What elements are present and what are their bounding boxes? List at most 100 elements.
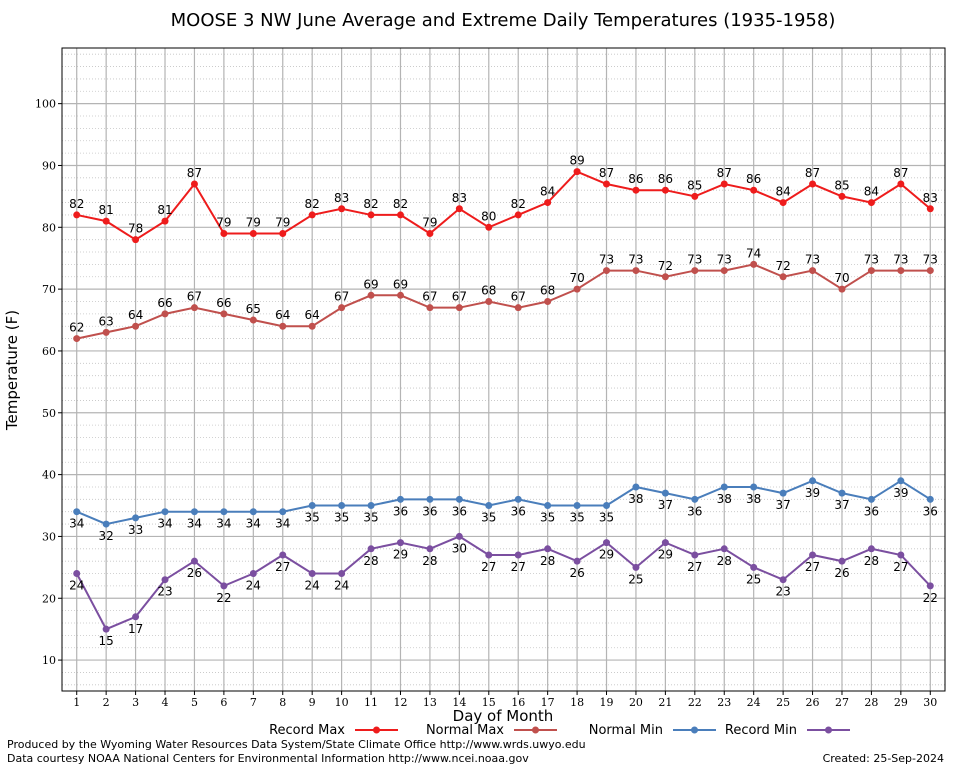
record-min-data-label: 15 bbox=[99, 634, 114, 648]
x-tick-label: 5 bbox=[191, 696, 198, 709]
normal-min-point bbox=[720, 483, 728, 491]
normal-max-data-label: 63 bbox=[99, 314, 114, 328]
normal-min-point bbox=[867, 495, 875, 503]
record-min-point bbox=[426, 545, 434, 553]
x-tick-label: 27 bbox=[835, 696, 849, 709]
record-max-data-label: 82 bbox=[69, 197, 84, 211]
normal-max-point bbox=[367, 291, 375, 299]
record-max-point bbox=[190, 180, 198, 188]
series-record-max: 82 81 78 81 87 79 79 79 82 83 82 82 79 83 80 82 84 89 87 86… bbox=[69, 154, 938, 244]
normal-min-data-label: 36 bbox=[422, 504, 437, 518]
normal-min-point bbox=[573, 502, 581, 510]
record-max-point bbox=[720, 180, 728, 188]
normal-max-point bbox=[161, 310, 169, 318]
record-max-data-label: 83 bbox=[334, 191, 349, 205]
record-max-point bbox=[338, 205, 346, 213]
normal-min-point bbox=[338, 502, 346, 510]
record-min-data-label: 23 bbox=[157, 585, 172, 599]
normal-min-data-label: 37 bbox=[834, 498, 849, 512]
footer-credit-2: Data courtesy NOAA National Centers for … bbox=[7, 752, 529, 765]
normal-min-point bbox=[132, 514, 140, 522]
normal-min-point bbox=[485, 502, 493, 510]
normal-min-data-label: 34 bbox=[216, 517, 231, 531]
normal-min-data-label: 38 bbox=[628, 492, 643, 506]
normal-min-point bbox=[190, 508, 198, 516]
normal-min-point bbox=[661, 489, 669, 497]
record-max-data-label: 78 bbox=[128, 222, 143, 236]
x-tick-label: 23 bbox=[717, 696, 731, 709]
normal-max-point bbox=[426, 304, 434, 312]
grid bbox=[62, 48, 945, 691]
record-min-data-label: 29 bbox=[393, 548, 408, 562]
normal-max-data-label: 74 bbox=[746, 246, 761, 260]
record-max-point bbox=[750, 186, 758, 194]
footer-created: Created: 25-Sep-2024 bbox=[823, 752, 944, 765]
record-max-point bbox=[603, 180, 611, 188]
x-tick-label: 19 bbox=[600, 696, 614, 709]
record-max-data-label: 82 bbox=[511, 197, 526, 211]
record-min-point bbox=[73, 570, 81, 578]
normal-min-data-label: 35 bbox=[569, 511, 584, 525]
normal-min-data-label: 39 bbox=[805, 486, 820, 500]
legend-label: Record Min bbox=[725, 723, 797, 738]
legend-label: Normal Min bbox=[589, 723, 663, 738]
normal-max-point bbox=[544, 297, 552, 305]
record-max-data-label: 85 bbox=[834, 178, 849, 192]
y-tick-label: 90 bbox=[42, 159, 56, 172]
normal-min-data-label: 34 bbox=[246, 517, 261, 531]
x-tick-label: 13 bbox=[423, 696, 437, 709]
normal-max-data-label: 70 bbox=[834, 271, 849, 285]
normal-max-point bbox=[132, 322, 140, 330]
normal-min-point bbox=[691, 495, 699, 503]
record-min-data-label: 23 bbox=[775, 585, 790, 599]
normal-max-point bbox=[603, 267, 611, 275]
normal-max-data-label: 73 bbox=[923, 253, 938, 267]
y-tick-label: 40 bbox=[42, 469, 56, 482]
record-max-data-label: 86 bbox=[628, 172, 643, 186]
normal-max-data-label: 72 bbox=[775, 259, 790, 273]
record-max-point bbox=[661, 186, 669, 194]
normal-min-data-label: 35 bbox=[481, 511, 496, 525]
normal-min-point bbox=[514, 495, 522, 503]
legend-marker bbox=[691, 726, 698, 734]
x-tick-label: 18 bbox=[570, 696, 584, 709]
series-normal-min: 34 32 33 34 34 34 34 34 35 35 35 36 36 36 35 36 35 35 35 38… bbox=[69, 477, 938, 543]
normal-min-data-label: 36 bbox=[687, 504, 702, 518]
record-min-data-label: 27 bbox=[481, 560, 496, 574]
record-max-data-label: 84 bbox=[864, 185, 879, 199]
normal-min-data-label: 35 bbox=[334, 511, 349, 525]
x-tick-label: 7 bbox=[250, 696, 257, 709]
record-max-data-label: 81 bbox=[99, 203, 114, 217]
record-min-point bbox=[455, 532, 463, 540]
record-min-point bbox=[220, 582, 228, 590]
record-min-point bbox=[161, 576, 169, 584]
normal-max-data-label: 69 bbox=[363, 277, 378, 291]
normal-min-data-label: 38 bbox=[746, 492, 761, 506]
normal-min-data-label: 35 bbox=[363, 511, 378, 525]
chart-title: MOOSE 3 NW June Average and Extreme Dail… bbox=[171, 10, 836, 31]
x-tick-label: 8 bbox=[279, 696, 286, 709]
record-min-point bbox=[661, 539, 669, 547]
record-min-point bbox=[926, 582, 934, 590]
normal-max-point bbox=[514, 304, 522, 312]
record-min-data-label: 22 bbox=[216, 591, 231, 605]
record-min-data-label: 28 bbox=[540, 554, 555, 568]
normal-max-data-label: 68 bbox=[481, 283, 496, 297]
normal-min-point bbox=[279, 508, 287, 516]
record-min-data-label: 27 bbox=[893, 560, 908, 574]
y-tick-label: 10 bbox=[42, 654, 56, 667]
normal-max-data-label: 72 bbox=[658, 259, 673, 273]
record-max-data-label: 89 bbox=[569, 154, 584, 168]
record-max-data-label: 85 bbox=[687, 178, 702, 192]
normal-max-point bbox=[720, 267, 728, 275]
legend: Record Max Normal Max Normal Min Record Min bbox=[269, 723, 850, 738]
record-max-point bbox=[691, 192, 699, 200]
normal-max-point bbox=[573, 285, 581, 293]
record-max-data-label: 87 bbox=[893, 166, 908, 180]
record-min-line bbox=[75, 535, 932, 631]
normal-max-point bbox=[926, 267, 934, 275]
y-axis-label: Temperature (F) bbox=[3, 310, 21, 431]
record-max-point bbox=[632, 186, 640, 194]
normal-max-data-label: 67 bbox=[422, 290, 437, 304]
normal-min-data-label: 35 bbox=[540, 511, 555, 525]
